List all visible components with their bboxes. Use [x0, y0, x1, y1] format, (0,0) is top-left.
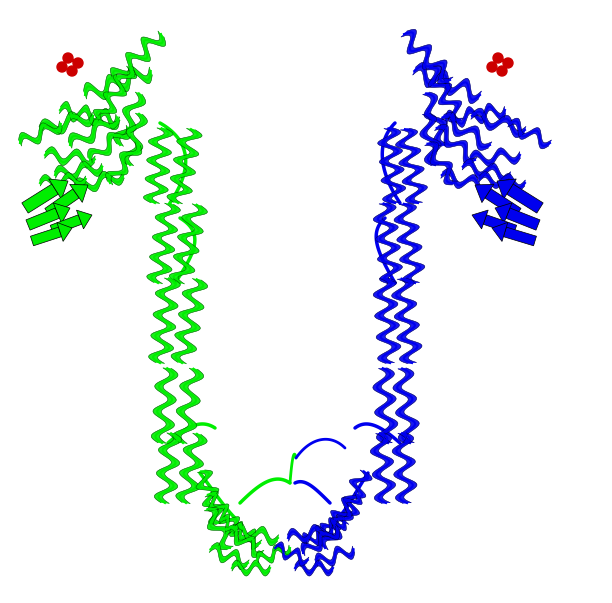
- Polygon shape: [45, 147, 95, 168]
- Polygon shape: [479, 171, 525, 191]
- Polygon shape: [412, 63, 482, 104]
- Polygon shape: [420, 113, 441, 166]
- Polygon shape: [53, 203, 70, 223]
- Circle shape: [67, 66, 77, 76]
- Polygon shape: [76, 210, 92, 229]
- Polygon shape: [22, 184, 58, 213]
- Polygon shape: [68, 115, 119, 148]
- Circle shape: [63, 53, 73, 63]
- Polygon shape: [392, 433, 417, 504]
- Polygon shape: [26, 208, 59, 230]
- Polygon shape: [170, 204, 207, 284]
- Polygon shape: [441, 112, 492, 150]
- Polygon shape: [427, 66, 463, 122]
- Circle shape: [493, 53, 503, 63]
- Polygon shape: [204, 507, 233, 550]
- Polygon shape: [173, 368, 204, 444]
- Polygon shape: [274, 542, 309, 566]
- Polygon shape: [176, 433, 207, 504]
- Polygon shape: [373, 278, 401, 364]
- Polygon shape: [506, 208, 540, 230]
- Polygon shape: [423, 92, 449, 147]
- Polygon shape: [110, 31, 166, 83]
- Polygon shape: [373, 368, 398, 443]
- Polygon shape: [507, 184, 543, 213]
- Polygon shape: [483, 215, 517, 235]
- Polygon shape: [425, 142, 458, 185]
- Polygon shape: [59, 101, 120, 129]
- Polygon shape: [256, 545, 291, 563]
- Polygon shape: [57, 223, 72, 241]
- Circle shape: [497, 66, 507, 76]
- Polygon shape: [196, 470, 225, 525]
- Polygon shape: [392, 278, 422, 364]
- Polygon shape: [295, 560, 333, 576]
- Polygon shape: [288, 525, 333, 544]
- Polygon shape: [495, 203, 512, 223]
- Polygon shape: [147, 203, 181, 283]
- Polygon shape: [167, 128, 202, 204]
- Polygon shape: [472, 210, 488, 229]
- Circle shape: [487, 62, 497, 72]
- Polygon shape: [315, 546, 355, 566]
- Polygon shape: [401, 30, 453, 84]
- Polygon shape: [435, 124, 477, 163]
- Polygon shape: [18, 121, 62, 146]
- Polygon shape: [171, 279, 207, 364]
- Polygon shape: [88, 125, 130, 163]
- Polygon shape: [54, 161, 103, 180]
- Polygon shape: [122, 113, 147, 166]
- Polygon shape: [209, 543, 249, 570]
- Polygon shape: [219, 514, 262, 549]
- Polygon shape: [301, 526, 340, 556]
- Polygon shape: [113, 92, 146, 147]
- Polygon shape: [49, 179, 68, 199]
- Polygon shape: [39, 112, 94, 134]
- Polygon shape: [370, 433, 395, 504]
- Polygon shape: [232, 560, 270, 576]
- Polygon shape: [50, 215, 82, 235]
- Polygon shape: [106, 142, 142, 185]
- Polygon shape: [497, 179, 517, 199]
- Polygon shape: [485, 189, 521, 218]
- Polygon shape: [40, 172, 86, 189]
- Polygon shape: [154, 433, 182, 504]
- Polygon shape: [395, 128, 427, 204]
- Polygon shape: [471, 108, 526, 137]
- Polygon shape: [492, 223, 508, 241]
- Polygon shape: [205, 491, 243, 537]
- Polygon shape: [151, 368, 178, 443]
- Polygon shape: [394, 203, 425, 283]
- Polygon shape: [337, 470, 372, 525]
- Polygon shape: [233, 522, 278, 546]
- Polygon shape: [226, 524, 264, 558]
- Polygon shape: [45, 189, 79, 218]
- Circle shape: [503, 58, 513, 68]
- Polygon shape: [143, 128, 173, 203]
- Polygon shape: [446, 103, 506, 127]
- Polygon shape: [462, 159, 510, 183]
- Polygon shape: [378, 128, 406, 203]
- Polygon shape: [303, 517, 346, 546]
- Polygon shape: [320, 493, 362, 535]
- Polygon shape: [373, 203, 402, 283]
- Circle shape: [73, 58, 83, 68]
- Polygon shape: [70, 185, 88, 203]
- Polygon shape: [74, 171, 124, 192]
- Polygon shape: [84, 66, 152, 99]
- Polygon shape: [508, 118, 551, 149]
- Polygon shape: [393, 368, 419, 443]
- Polygon shape: [475, 184, 494, 203]
- Polygon shape: [470, 148, 520, 166]
- Polygon shape: [93, 66, 136, 122]
- Polygon shape: [319, 507, 353, 550]
- Polygon shape: [31, 227, 62, 246]
- Polygon shape: [504, 227, 537, 246]
- Circle shape: [57, 62, 67, 72]
- Polygon shape: [441, 168, 491, 195]
- Polygon shape: [149, 278, 181, 364]
